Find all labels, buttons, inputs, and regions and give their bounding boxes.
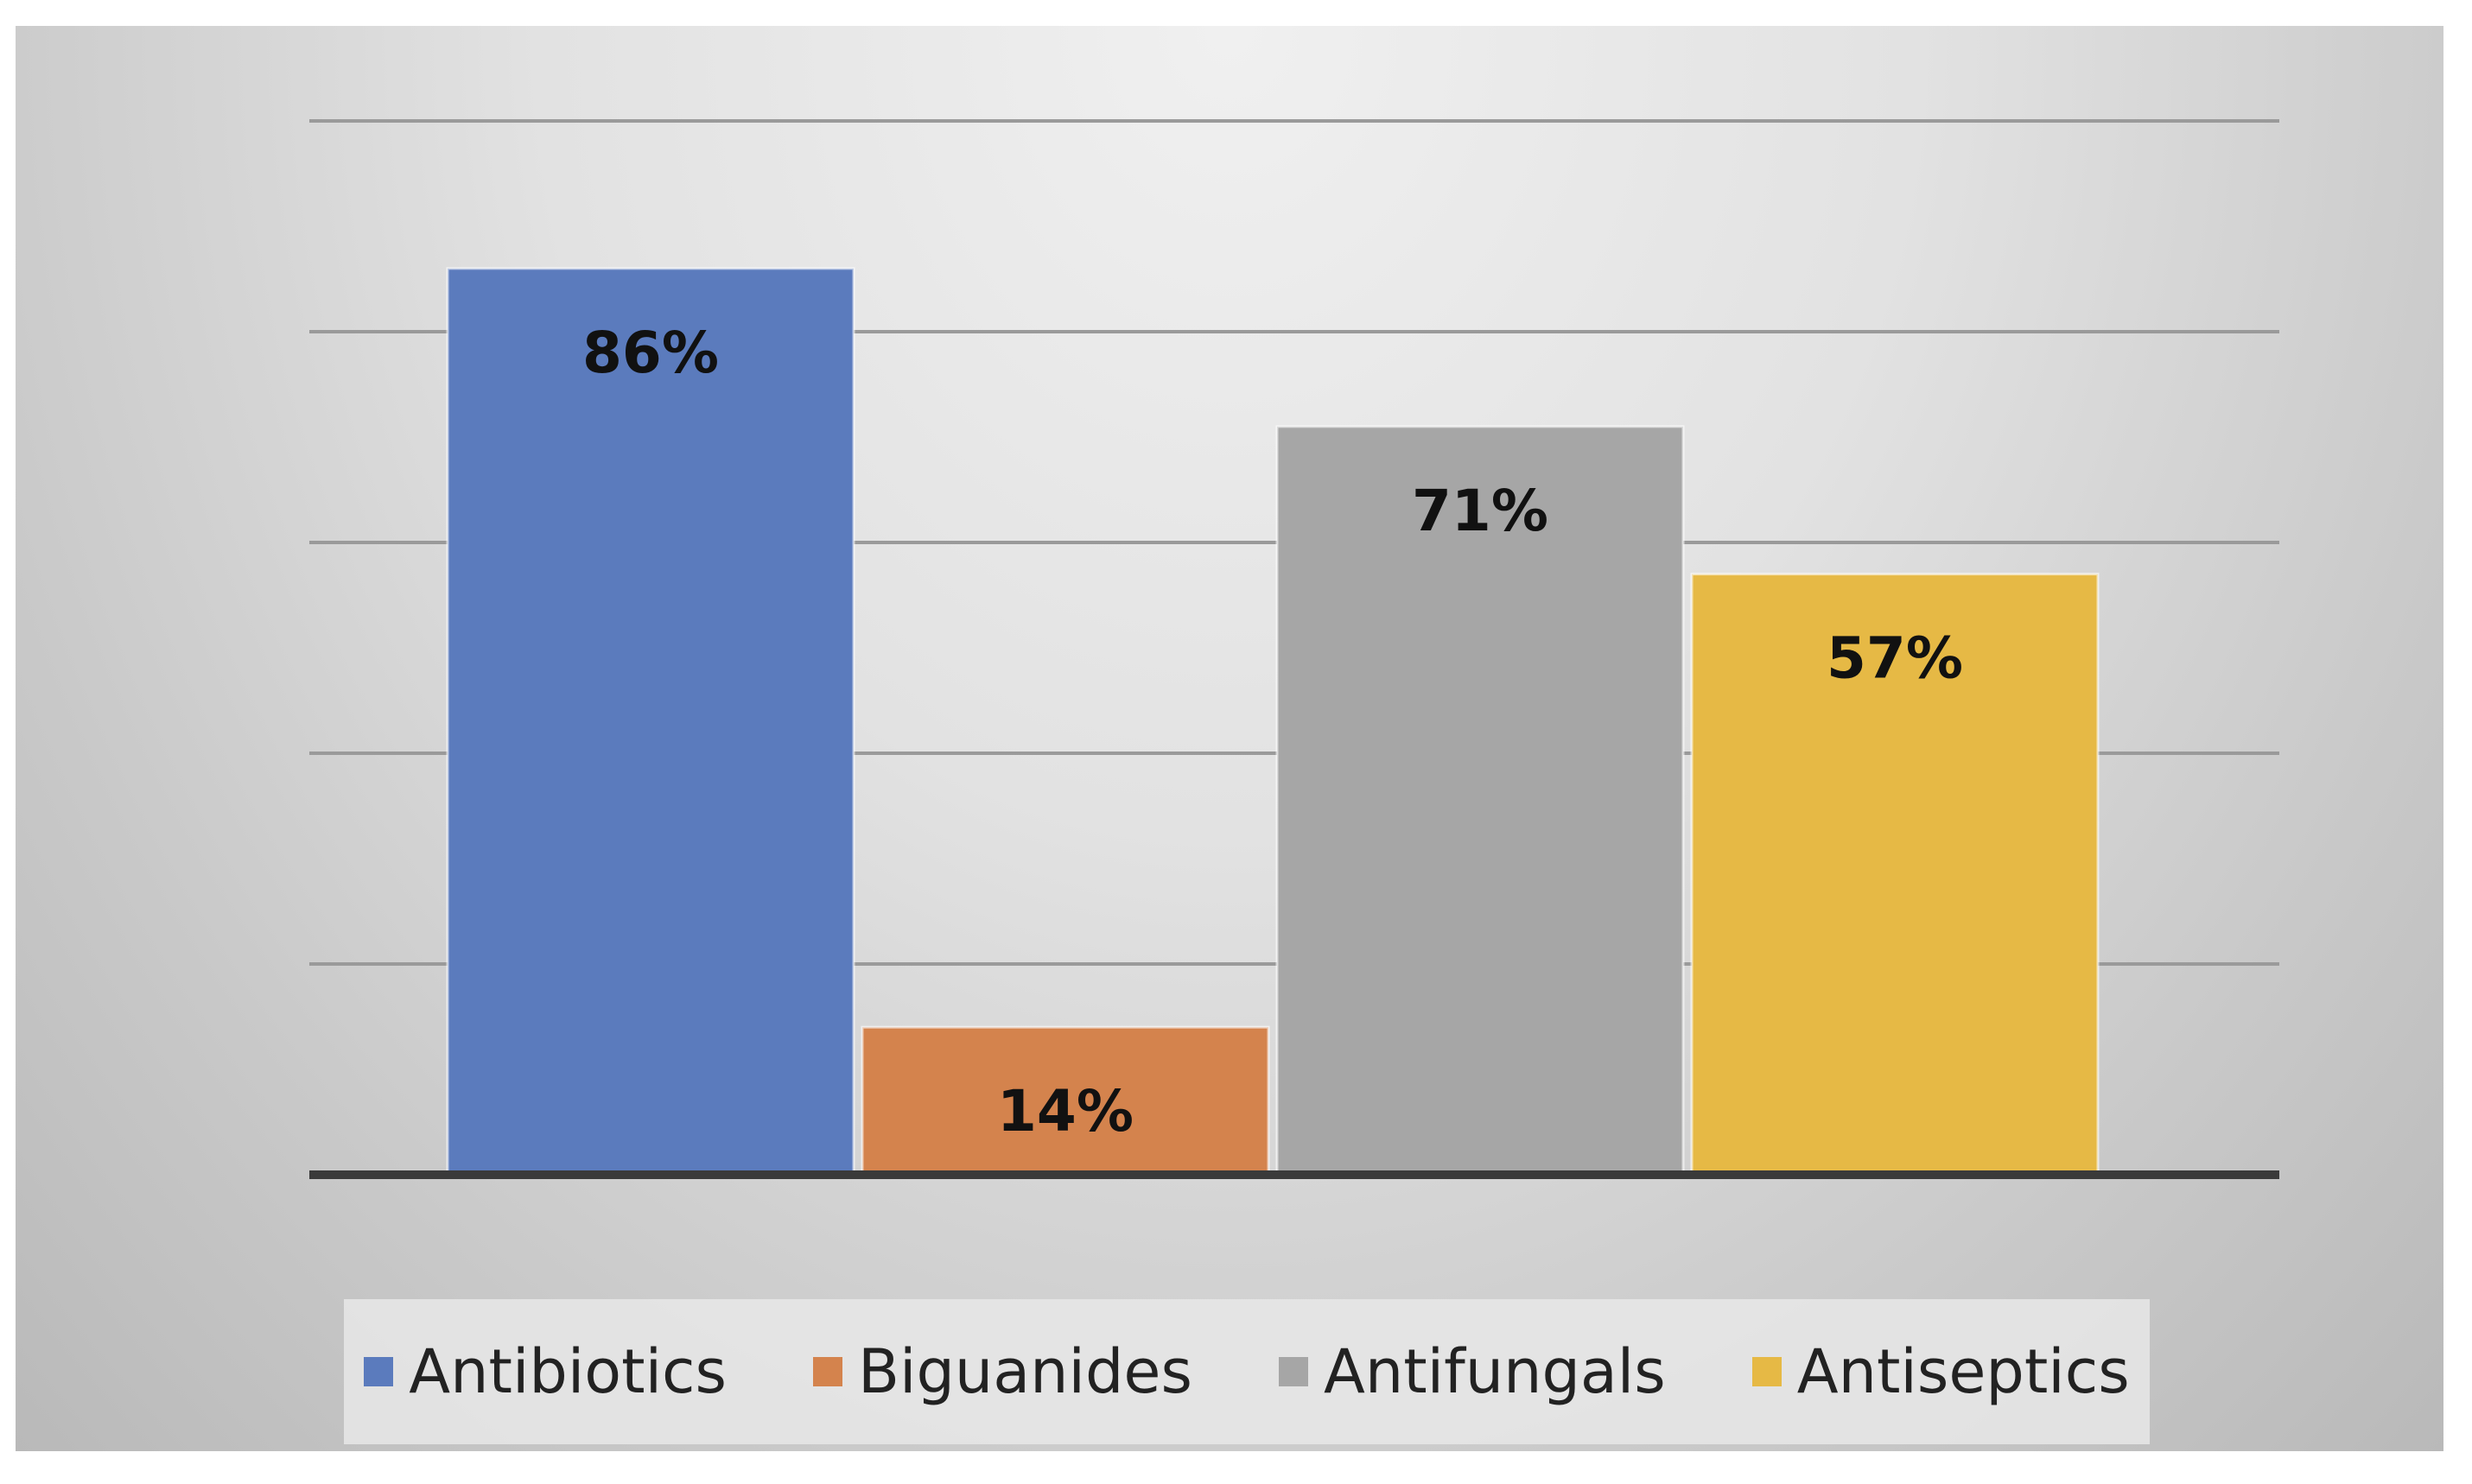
legend-label-antibiotics: Antibiotics [409, 1336, 727, 1407]
legend-label-biguanides: Biguanides [858, 1336, 1192, 1407]
legend-item-antibiotics: Antibiotics [364, 1336, 727, 1407]
data-label-antibiotics: 86% [582, 320, 719, 386]
legend-swatch-biguanides [813, 1357, 842, 1386]
bar-antiseptics [1690, 573, 2100, 1176]
data-label-biguanides: 14% [997, 1078, 1134, 1145]
bar-antibiotics [446, 267, 855, 1176]
legend-swatch-antibiotics [364, 1357, 394, 1386]
data-labels: 86% 14% 71% 57% [582, 320, 1963, 1145]
bar-antifungals [1275, 425, 1685, 1176]
chart-frame: 86% 14% 71% 57% Antibiotics Biguanides Anti… [16, 26, 2443, 1451]
legend-item-antiseptics: Antiseptics [1751, 1336, 2130, 1407]
legend-item-biguanides: Biguanides [813, 1336, 1192, 1407]
legend-label-antifungals: Antifungals [1323, 1336, 1666, 1407]
legend-label-antiseptics: Antiseptics [1796, 1336, 2130, 1407]
legend-swatch-antiseptics [1751, 1357, 1782, 1386]
legend-swatch-antifungals [1278, 1357, 1308, 1386]
legend-item-antifungals: Antifungals [1278, 1336, 1666, 1407]
legend: Antibiotics Biguanides Antifungals Antis… [344, 1299, 2150, 1444]
data-label-antifungals: 71% [1412, 478, 1548, 544]
data-label-antiseptics: 57% [1827, 625, 1963, 692]
bars [446, 267, 2100, 1176]
bar-biguanides [861, 1025, 1270, 1176]
bar-chart: 86% 14% 71% 57% [309, 119, 2279, 1179]
